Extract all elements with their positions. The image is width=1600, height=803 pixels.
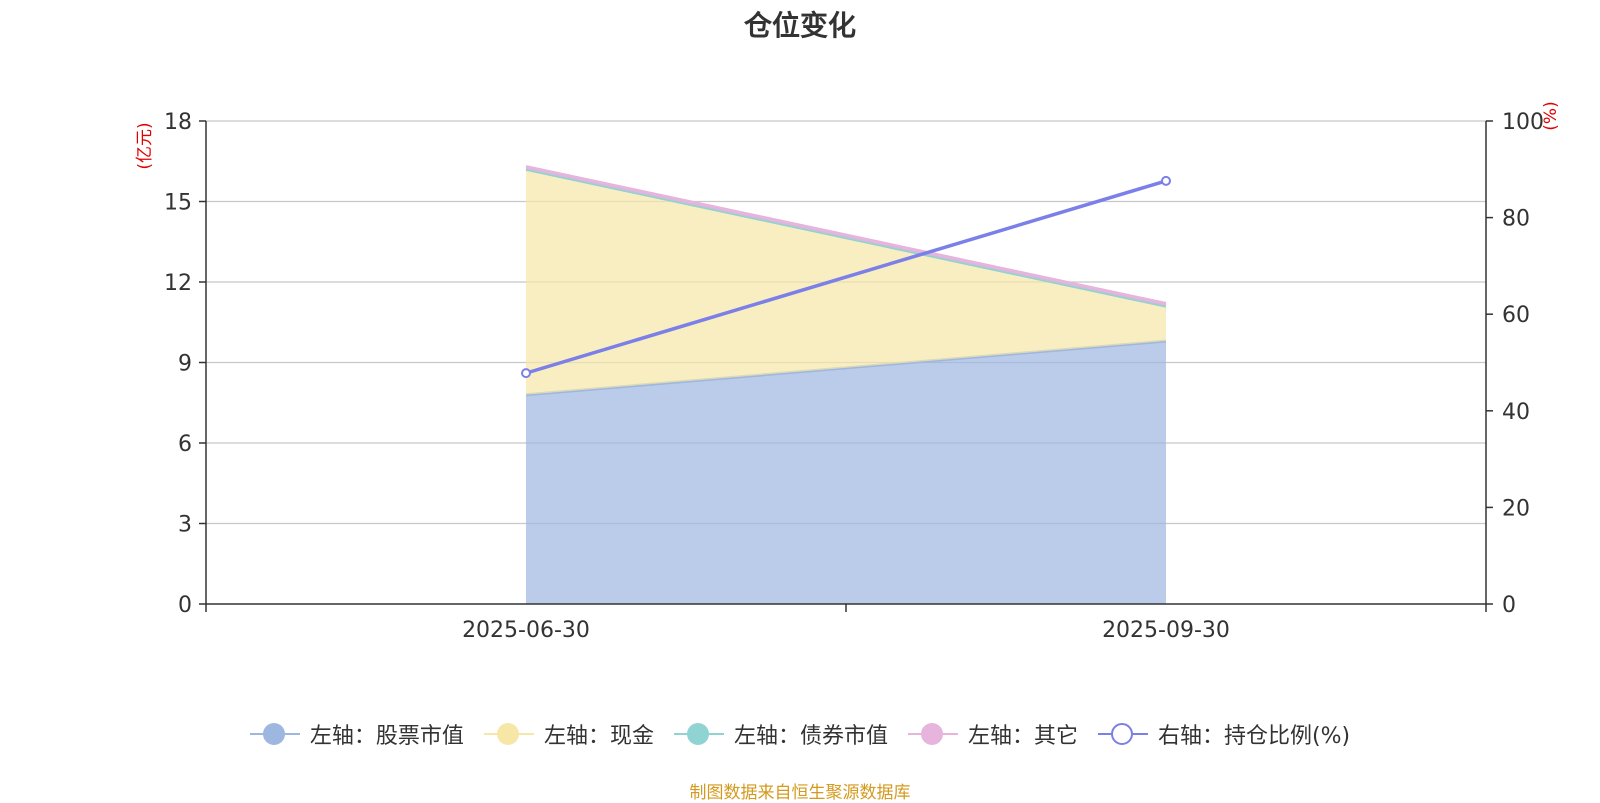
right-axis-tick-label: 20 — [1502, 496, 1530, 521]
left-axis-tick-label: 15 — [164, 191, 192, 216]
legend-label: 左轴：现金 — [543, 724, 654, 749]
chart-legend: 左轴：股票市值 左轴：现金 左轴：债券市值 左轴：其它 右轴：持仓比例(%) — [0, 718, 1600, 750]
legend-marker-icon — [907, 722, 958, 746]
chart-title: 仓位变化 — [743, 9, 856, 42]
left-axis-tick-label: 6 — [178, 432, 192, 457]
legend-marker-icon — [483, 722, 534, 746]
legend-marker-icon — [1097, 722, 1148, 746]
left-axis-tick-label: 9 — [178, 352, 192, 377]
area-series-1 — [526, 169, 1166, 395]
right-axis-tick-label: 60 — [1502, 303, 1530, 328]
x-axis-tick-label: 2025-06-30 — [462, 618, 590, 643]
line-series-point — [521, 368, 531, 379]
x-axis-tick-label: 2025-09-30 — [1102, 618, 1230, 643]
left-axis-tick-label: 12 — [164, 271, 192, 296]
legend-marker-icon — [673, 722, 724, 746]
legend-marker-icon — [249, 722, 300, 746]
area-series-line-3 — [525, 165, 1167, 305]
legend-label: 左轴：债券市值 — [733, 724, 888, 749]
left-axis-unit-label: (亿元) — [135, 122, 155, 169]
right-axis-unit-label: (%) — [1541, 101, 1561, 130]
line-series-0 — [525, 179, 1167, 375]
left-axis-tick-label: 3 — [178, 513, 192, 538]
legend-item-1[interactable]: 左轴：现金 — [483, 718, 654, 750]
legend-item-4[interactable]: 右轴：持仓比例(%) — [1097, 718, 1351, 750]
right-axis-tick-label: 0 — [1502, 593, 1516, 618]
legend-item-2[interactable]: 左轴：债券市值 — [673, 718, 888, 750]
data-source-note: 制图数据来自恒生聚源数据库 — [689, 783, 911, 803]
legend-label: 右轴：持仓比例(%) — [1157, 724, 1351, 749]
right-axis-tick-label: 100 — [1502, 110, 1544, 135]
area-series-0 — [526, 341, 1166, 604]
legend-label: 左轴：其它 — [967, 724, 1078, 749]
left-axis-tick-label: 0 — [178, 593, 192, 618]
line-series-point — [1161, 175, 1171, 186]
left-axis-tick-label: 18 — [164, 110, 192, 135]
legend-label: 左轴：股票市值 — [309, 724, 464, 749]
legend-item-0[interactable]: 左轴：股票市值 — [249, 718, 464, 750]
right-axis-tick-label: 40 — [1502, 400, 1530, 425]
legend-item-3[interactable]: 左轴：其它 — [907, 718, 1078, 750]
right-axis-tick-label: 80 — [1502, 207, 1530, 232]
